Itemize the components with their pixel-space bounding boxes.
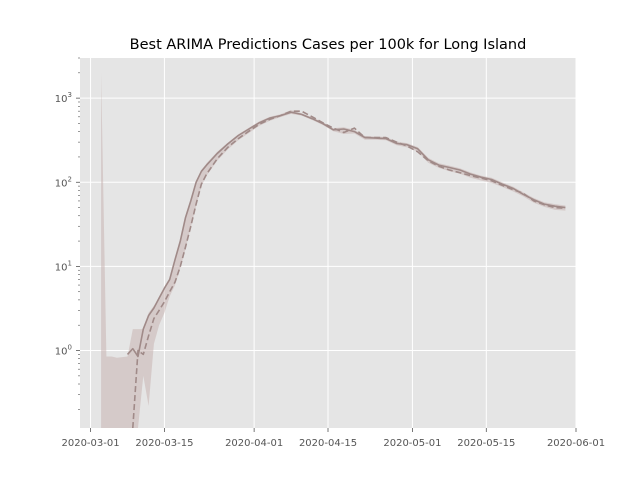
gridlines [80, 58, 577, 428]
y-tick-label-base: 10 [55, 347, 68, 358]
y-tick-label-base: 10 [55, 178, 68, 189]
y-tick-label-exponent: 0 [68, 344, 72, 352]
actual-series-line [126, 111, 566, 358]
y-tick-label: 100 [55, 344, 72, 358]
x-tick-label: 2020-05-15 [457, 438, 515, 449]
y-tick-label-exponent: 3 [68, 91, 72, 99]
y-tick-label-exponent: 1 [68, 259, 72, 267]
axes: 2020-03-01 2020-03-15 2020-04-01 2020-04-15… [55, 57, 605, 449]
x-tick-label: 2020-05-01 [383, 438, 441, 449]
x-tick-label: 2020-03-15 [135, 438, 193, 449]
y-tick-label-base: 10 [55, 94, 68, 105]
confidence-band-layer [101, 72, 566, 428]
x-tick-label: 2020-06-01 [547, 438, 605, 449]
y-tick-label-exponent: 2 [68, 175, 72, 183]
y-tick-label: 103 [55, 91, 72, 105]
y-tick-label: 101 [55, 259, 72, 273]
confidence-band [101, 72, 566, 428]
x-tick-label: 2020-04-15 [299, 438, 357, 449]
x-tick-label: 2020-04-01 [225, 438, 283, 449]
predicted-series-line [132, 110, 566, 428]
x-tick-label: 2020-03-01 [61, 438, 119, 449]
y-tick-label: 102 [55, 175, 72, 189]
y-tick-label-base: 10 [55, 262, 68, 273]
series-layer [126, 110, 566, 428]
chart-title: Best ARIMA Predictions Cases per 100k fo… [130, 37, 527, 53]
